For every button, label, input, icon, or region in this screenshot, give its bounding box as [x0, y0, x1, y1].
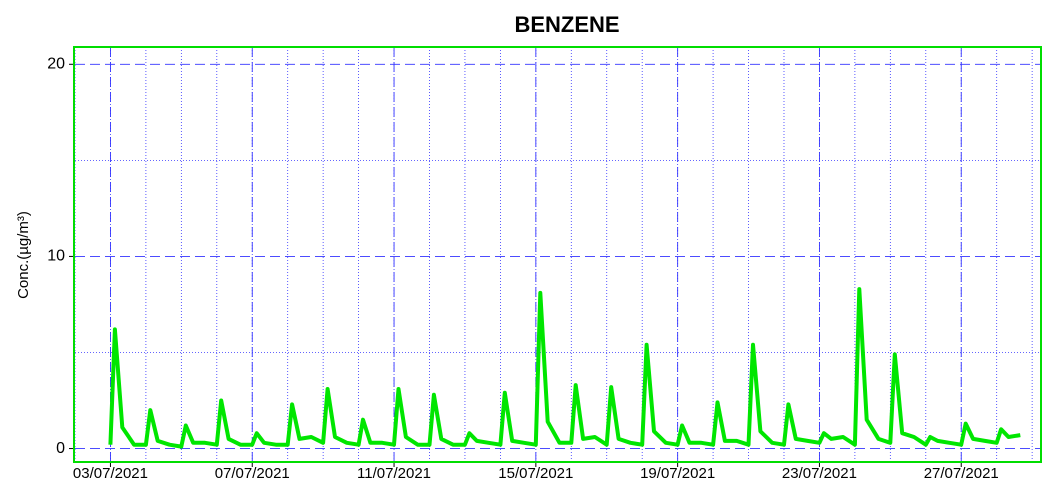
x-tick-label: 07/07/2021 [215, 465, 290, 482]
x-tick-label: 11/07/2021 [357, 465, 431, 482]
x-tick-label: 27/07/2021 [924, 465, 999, 482]
x-tick-label: 19/07/2021 [640, 465, 715, 482]
y-tick-label: 20 [47, 56, 65, 73]
y-tick-label: 10 [47, 248, 65, 265]
x-tick-label: 03/07/2021 [73, 465, 148, 482]
x-tick-label: 15/07/2021 [498, 465, 573, 482]
chart-title: BENZENE [514, 12, 619, 37]
x-tick-label: 23/07/2021 [782, 465, 857, 482]
data-line [108, 287, 1021, 449]
plot-frame [73, 46, 1042, 463]
y-axis-label: Conc.(µg/m³) [15, 211, 32, 299]
y-tick-label: 0 [56, 440, 65, 457]
